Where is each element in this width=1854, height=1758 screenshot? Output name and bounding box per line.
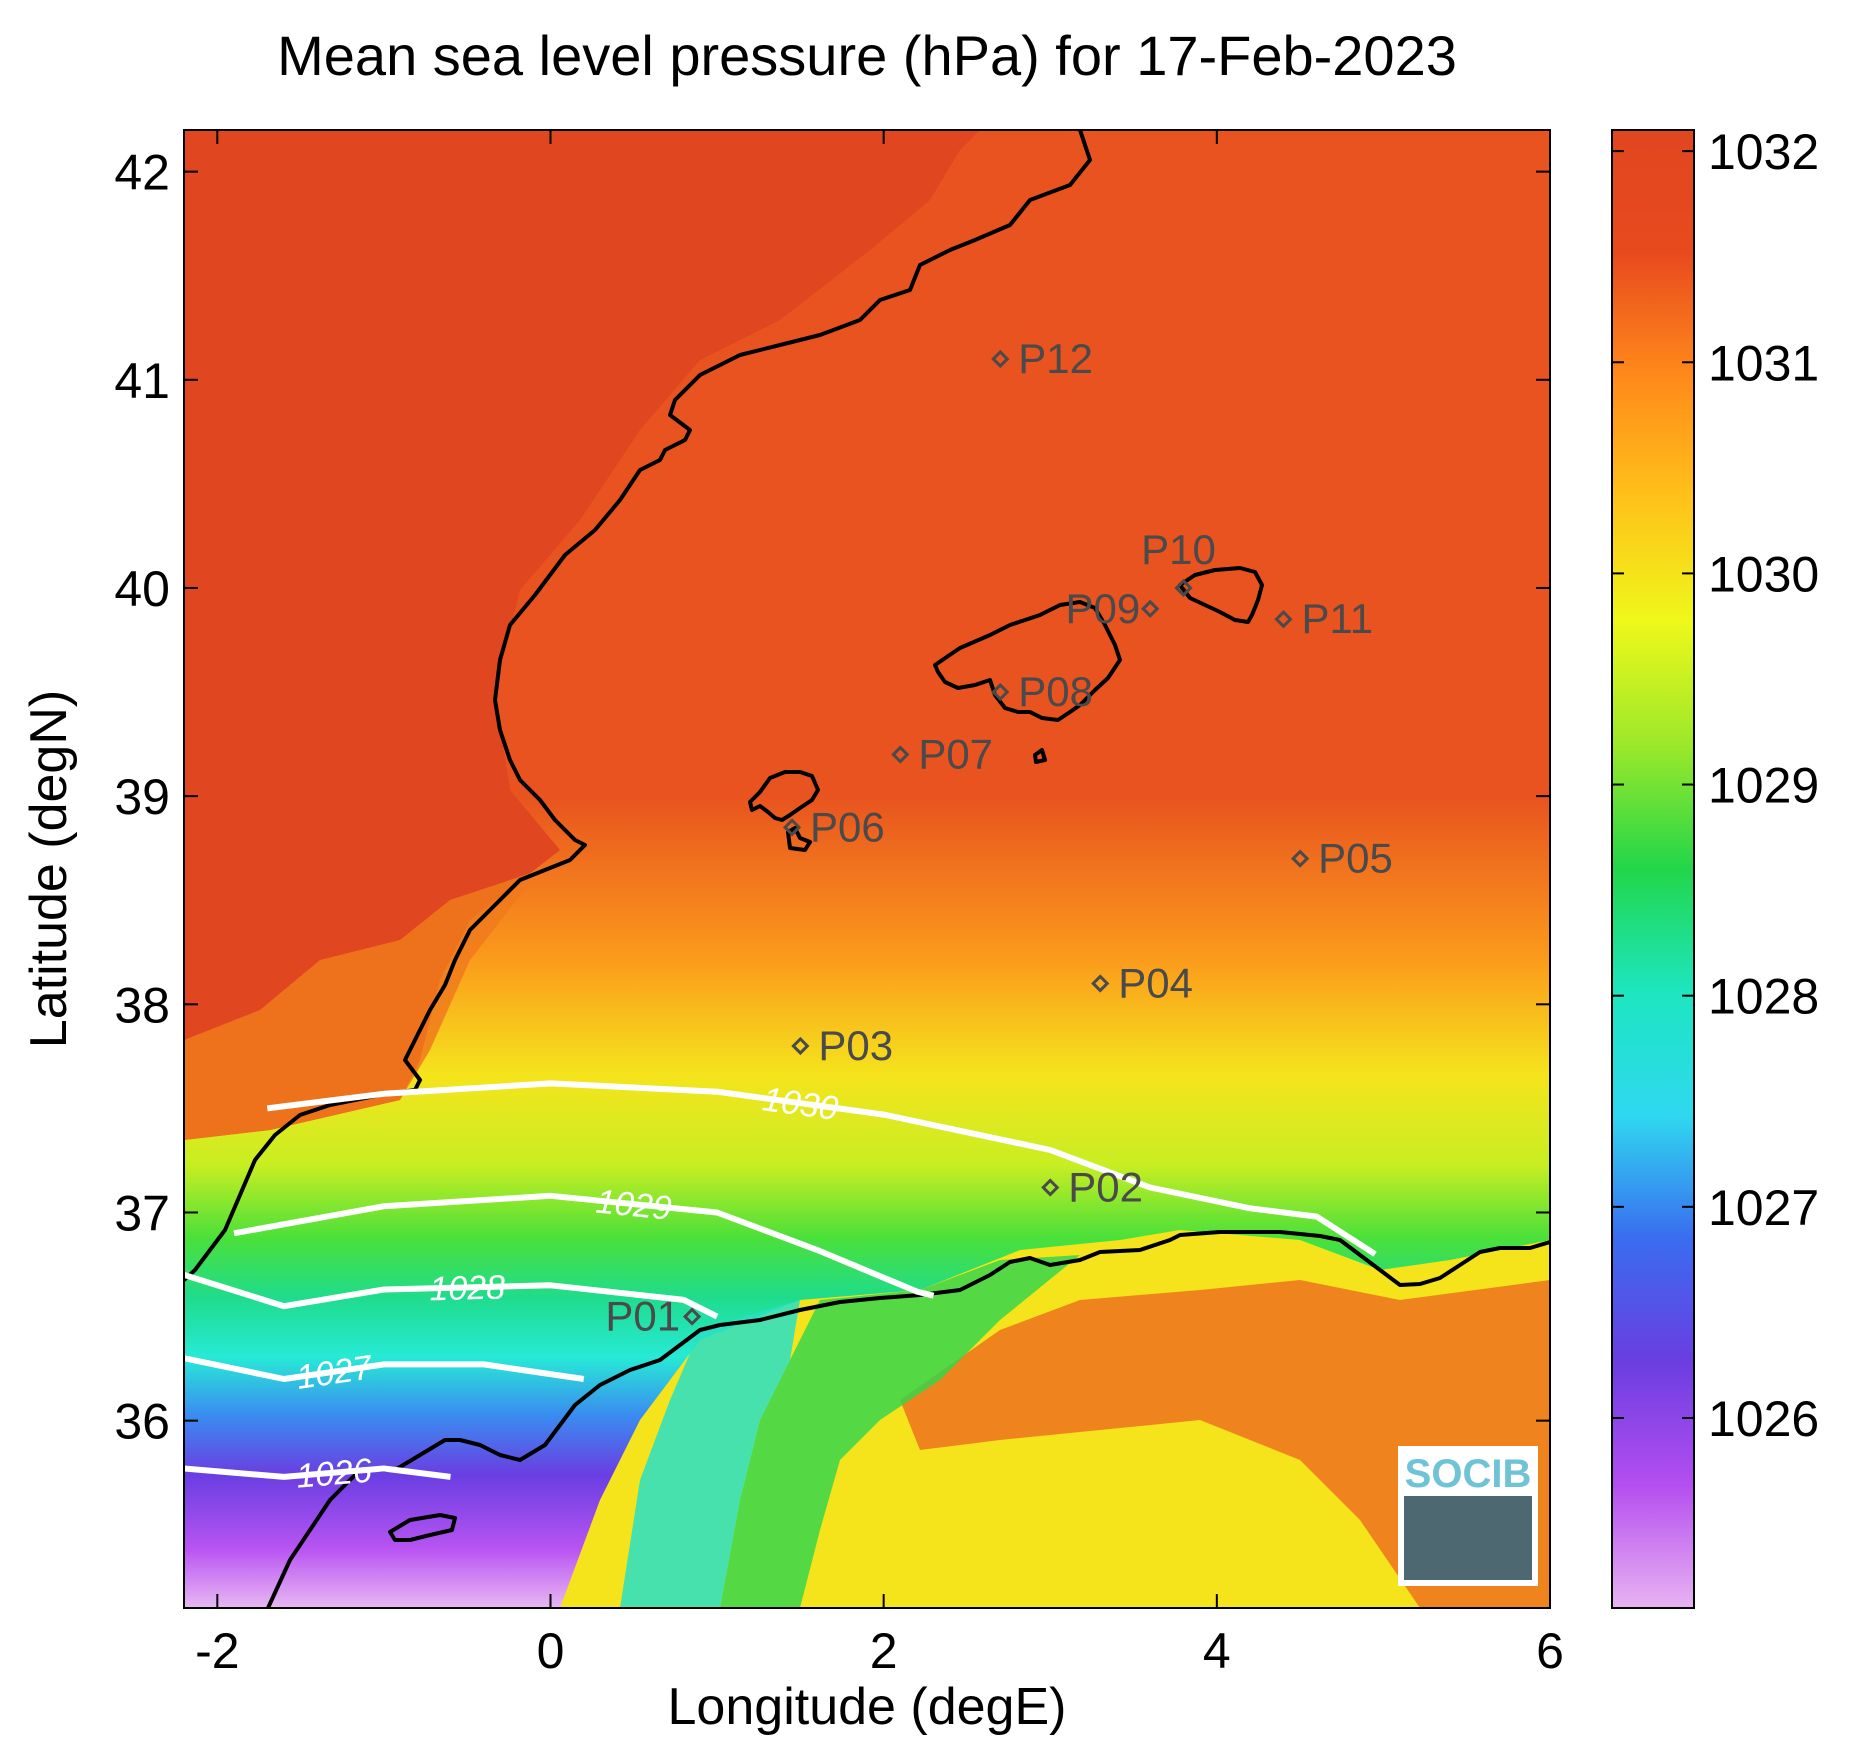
station-label: P12 [1018, 335, 1093, 382]
colorbar-tick-label: 1031 [1708, 335, 1819, 391]
x-tick-label: 6 [1536, 1623, 1564, 1679]
station-marker [1274, 610, 1293, 629]
colorbar-tick-label: 1026 [1708, 1391, 1819, 1447]
station-marker [991, 682, 1010, 702]
station-label: P01 [605, 1293, 680, 1340]
station-marker [1290, 849, 1310, 868]
map-frame [183, 129, 1551, 1609]
colorbar-tick-label: 1027 [1708, 1180, 1819, 1236]
african-green-field [720, 1255, 1080, 1608]
isobar-line [233, 1192, 935, 1299]
alboran-island [388, 1513, 457, 1542]
isobar-line [184, 1465, 451, 1480]
station-marker [991, 349, 1010, 369]
station-marker [1041, 1178, 1060, 1197]
y-tick-label: 38 [114, 977, 170, 1033]
y-axis-label: Latitude (degN) [20, 690, 78, 1048]
logo-text: SOCIB [1405, 1452, 1532, 1496]
ibiza-coastline [748, 770, 820, 822]
station-label: P03 [818, 1022, 893, 1069]
x-tick-label: 0 [537, 1623, 565, 1679]
colorbar-tick-label: 1030 [1708, 546, 1819, 602]
formentera-coastline [786, 826, 812, 852]
colorbar-tick-label: 1029 [1708, 758, 1819, 814]
y-tick-label: 36 [114, 1394, 170, 1450]
coastal-orange-band [184, 870, 540, 1140]
isobar-label: 1029 [594, 1182, 673, 1227]
station-label: P06 [810, 803, 885, 850]
x-tick-label: 2 [870, 1623, 898, 1679]
chart-title: Mean sea level pressure (hPa) for 17-Feb… [277, 24, 1457, 87]
station-marker [1174, 578, 1193, 598]
x-axis: -2 0 2 4 6 [195, 130, 1564, 1679]
isobar-line [266, 1080, 1377, 1257]
station-marker [891, 745, 910, 764]
colorbar-ticks: 1026 1027 1028 1029 1030 1031 1032 [1612, 124, 1819, 1447]
station-marker [1141, 599, 1160, 618]
isobar-line [184, 1355, 585, 1382]
iberian-land-field [184, 130, 980, 1140]
isobar-line [184, 1272, 719, 1320]
colorbar: 1026 1027 1028 1029 1030 1031 1032 [1611, 124, 1819, 1609]
station-label: P09 [1065, 585, 1140, 632]
station-label: P11 [1301, 595, 1373, 642]
station-marker [791, 1036, 810, 1056]
y-tick-label: 37 [114, 1185, 170, 1241]
colorbar-fill [1611, 129, 1695, 1609]
station-label: P02 [1068, 1163, 1143, 1210]
station-label: P04 [1118, 959, 1193, 1006]
station-marker [682, 1307, 702, 1326]
station-marker [782, 818, 802, 837]
cabrera-island [1033, 748, 1047, 764]
station-marker [1091, 974, 1110, 993]
station-label: P07 [918, 731, 993, 778]
y-tick-label: 39 [114, 769, 170, 825]
african-warm-field [900, 1280, 1550, 1608]
menorca-coastline [1178, 566, 1264, 624]
y-tick-label: 41 [114, 353, 170, 409]
isobar-label: 1028 [429, 1268, 506, 1308]
station-label: P08 [1018, 668, 1093, 715]
socib-logo: SOCIB [1398, 1446, 1538, 1586]
station-label: P05 [1318, 835, 1393, 882]
x-axis-label: Longitude (degE) [668, 1678, 1067, 1736]
isobar-label: 1026 [295, 1452, 374, 1496]
african-cyan-field [620, 1300, 800, 1608]
logo-wave-box [1404, 1496, 1532, 1580]
x-tick-label: 4 [1203, 1623, 1231, 1679]
station-label: P10 [1141, 526, 1216, 573]
colorbar-tick-label: 1028 [1708, 969, 1819, 1025]
african-coastline [266, 1230, 1550, 1608]
colorbar-tick-label: 1032 [1708, 124, 1819, 180]
y-tick-label: 42 [114, 145, 170, 201]
y-tick-label: 40 [114, 561, 170, 617]
y-axis: 36 37 38 39 40 41 42 [114, 145, 1550, 1450]
mallorca-coastline [933, 600, 1122, 722]
x-tick-label: -2 [195, 1623, 239, 1679]
